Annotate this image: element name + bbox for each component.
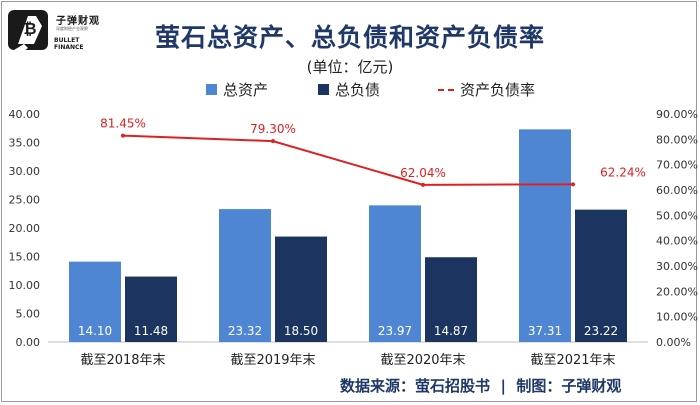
- source-footer: 数据来源：萤石招股书 | 制图：子弹财观: [340, 377, 622, 395]
- legend: 总资产 总负债 资产负债率: [0, 79, 700, 99]
- bar-data-label: 23.97: [378, 324, 412, 338]
- bar-total-assets: [69, 261, 121, 342]
- y2-tick-label: 60.00%: [656, 184, 698, 197]
- logo: ₿ 子弹财观 深度财经产业观察 BULLET FINANCE: [6, 4, 102, 56]
- y-tick-label: 10.00: [9, 279, 41, 292]
- legend-label-assets: 总资产: [223, 81, 269, 99]
- logo-name-en: BULLET FINANCE: [54, 37, 84, 51]
- debt-ratio-point: [121, 133, 125, 138]
- bar-total-liabilities: [575, 209, 627, 342]
- y-tick-label: 40.00: [9, 108, 41, 121]
- y2-tick-label: 10.00%: [656, 311, 698, 324]
- y-tick-label: 20.00: [9, 222, 41, 235]
- chart-unit: (单位：亿元): [306, 58, 394, 76]
- x-category-label: 截至2019年末: [230, 353, 315, 368]
- bar-total-assets: [369, 205, 421, 342]
- y2-tick-label: 70.00%: [656, 159, 698, 172]
- legend-label-liabilities: 总负债: [335, 81, 381, 99]
- bar-total-assets: [219, 209, 271, 342]
- bar-data-label: 23.22: [584, 324, 618, 338]
- logo-name-cn: 子弹财观: [56, 16, 100, 27]
- legend-swatch-assets: [206, 84, 217, 95]
- y2-tick-label: 40.00%: [656, 235, 698, 248]
- x-category-label: 截至2020年末: [380, 353, 465, 368]
- bar-data-label: 14.87: [434, 324, 468, 338]
- y2-tick-label: 80.00%: [656, 133, 698, 146]
- y-tick-label: 0.00: [16, 336, 41, 349]
- y2-tick-label: 90.00%: [656, 108, 698, 121]
- y2-tick-label: 30.00%: [656, 260, 698, 273]
- legend-swatch-liabilities: [318, 84, 329, 95]
- legend-swatch-ratio: [438, 88, 454, 91]
- chart-title: 萤石总资产、总负债和资产负债率: [154, 23, 545, 52]
- logo-subtitle: 深度财经产业观察: [56, 26, 88, 31]
- svg-text:₿: ₿: [23, 19, 36, 38]
- bar-total-liabilities: [125, 276, 177, 342]
- y2-tick-label: 50.00%: [656, 209, 698, 222]
- bullet-logo-icon: ₿: [8, 10, 48, 54]
- debt-ratio-point: [571, 182, 575, 187]
- y-tick-label: 30.00: [9, 165, 41, 178]
- x-category-label: 截至2018年末: [80, 353, 165, 368]
- bar-data-label: 37.31: [528, 324, 562, 338]
- debt-ratio-label: 62.04%: [400, 166, 446, 180]
- debt-ratio-line: [122, 134, 574, 186]
- legend-item-liabilities: 总负债: [318, 79, 380, 100]
- y-tick-label: 35.00: [9, 137, 41, 150]
- debt-ratio-point: [421, 182, 425, 187]
- bar-total-liabilities: [275, 236, 327, 342]
- bar-data-label: 23.32: [228, 324, 262, 338]
- y-tick-label: 15.00: [9, 251, 41, 264]
- y2-tick-label: 20.00%: [656, 285, 698, 298]
- legend-label-ratio: 资产负债率: [460, 81, 536, 99]
- bar-data-label: 14.10: [78, 324, 112, 338]
- y2-tick-label: 0.00%: [656, 336, 691, 349]
- bar-data-label: 18.50: [284, 324, 318, 338]
- y-tick-label: 5.00: [16, 308, 41, 321]
- legend-item-ratio: 资产负债率: [438, 79, 535, 100]
- debt-ratio-label: 81.45%: [100, 117, 146, 131]
- legend-item-assets: 总资产: [206, 79, 268, 100]
- bar-total-liabilities: [425, 257, 477, 342]
- debt-ratio-point: [271, 139, 275, 144]
- x-category-label: 截至2021年末: [530, 353, 615, 368]
- bar-data-label: 11.48: [134, 324, 168, 338]
- bar-total-assets: [519, 129, 571, 342]
- debt-ratio-label: 79.30%: [250, 122, 296, 136]
- debt-ratio-label: 62.24%: [600, 165, 646, 179]
- y-tick-label: 25.00: [9, 194, 41, 207]
